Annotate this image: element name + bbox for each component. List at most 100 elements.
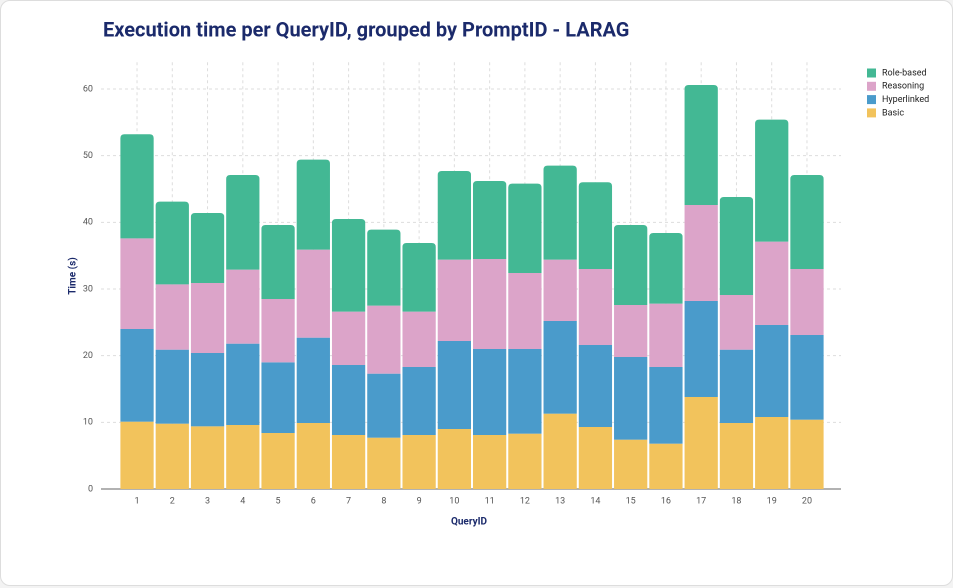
bar-segment (402, 311, 436, 367)
bar-segment (331, 218, 366, 312)
bar-segment (684, 396, 718, 489)
bar-segment (473, 258, 507, 349)
y-tick-label: 10 (83, 418, 93, 428)
bar-segment (543, 320, 577, 414)
bar-segment (649, 232, 683, 304)
bar-segment (508, 433, 542, 489)
bar-segment (684, 84, 718, 205)
bar-segment (437, 170, 471, 260)
chart-title: Execution time per QueryID, grouped by P… (103, 17, 629, 41)
bar-segment (120, 421, 154, 489)
bar-segment (649, 443, 683, 489)
bar-segment (331, 311, 366, 365)
bar-segment (226, 424, 260, 489)
legend-swatch (867, 81, 876, 91)
bar-segment (296, 337, 330, 423)
y-tick-label: 60 (83, 84, 93, 94)
legend-label: Role-based (882, 68, 927, 78)
bar-segment (437, 259, 471, 341)
bar-segment (790, 419, 824, 489)
legend-swatch (867, 68, 876, 78)
y-axis-title: Time (s) (67, 257, 79, 295)
x-axis-title: QueryID (451, 517, 488, 528)
y-tick-label: 20 (83, 351, 93, 361)
bar-segment (155, 201, 189, 285)
bar-segment (719, 349, 754, 423)
bar-segment (190, 352, 225, 427)
bar-segment (684, 300, 718, 397)
bar-segment (719, 422, 754, 489)
y-tick-label: 0 (88, 484, 93, 494)
bar-segment (261, 432, 295, 489)
bar-segment (543, 259, 577, 321)
y-tick-label: 40 (83, 218, 93, 228)
bar-segment (437, 428, 471, 489)
legend-label: Basic (882, 108, 904, 118)
bar-segment (261, 298, 295, 363)
y-tick-label: 50 (83, 151, 93, 161)
x-tick-label: 9 (417, 496, 422, 506)
x-tick-label: 17 (696, 496, 706, 506)
legend-label: Reasoning (882, 82, 924, 92)
bar-segment (331, 364, 366, 435)
bar-segment (543, 165, 577, 260)
bar-segment (578, 344, 613, 427)
x-tick-label: 5 (276, 496, 281, 506)
bar-segment (790, 174, 824, 269)
bar-segment (367, 305, 401, 374)
bar-segment (543, 413, 577, 489)
x-tick-label: 8 (381, 496, 386, 506)
bar-segment (261, 362, 295, 433)
bar-segment (402, 366, 436, 435)
x-tick-label: 13 (555, 496, 565, 506)
bar-segment (296, 422, 330, 489)
legend-label: Hyperlinked (882, 95, 929, 105)
y-tick-label: 30 (83, 284, 93, 294)
bar-segment (367, 437, 401, 489)
bar-segment (437, 340, 471, 429)
x-tick-label: 16 (661, 496, 671, 506)
bar-segment (155, 423, 189, 489)
x-tick-label: 15 (626, 496, 636, 506)
x-tick-label: 10 (449, 496, 459, 506)
bar-segment (120, 328, 154, 422)
x-tick-label: 20 (802, 496, 812, 506)
x-tick-label: 18 (731, 496, 741, 506)
bar-segment (296, 249, 330, 338)
bar-segment (614, 304, 648, 357)
bar-segment (190, 212, 225, 283)
bar-segment (155, 349, 189, 424)
x-tick-label: 1 (134, 496, 139, 506)
bar-segment (719, 196, 754, 295)
bar-segment (649, 303, 683, 367)
bar-segment (614, 439, 648, 489)
bar-segment (755, 416, 789, 489)
bar-segment (578, 426, 613, 489)
bar-segment (296, 159, 330, 250)
x-tick-label: 19 (767, 496, 777, 506)
bar-segment (473, 348, 507, 435)
bar-segment (473, 180, 507, 259)
bar-segment (473, 434, 507, 489)
bar-segment (190, 426, 225, 489)
bar-segment (120, 134, 154, 239)
x-tick-label: 14 (590, 496, 600, 506)
x-tick-label: 2 (170, 496, 175, 506)
bar-segment (649, 366, 683, 444)
x-tick-label: 11 (485, 496, 495, 506)
bar-segment (719, 294, 754, 350)
bar-segment (367, 229, 401, 306)
bar-segment (226, 343, 260, 425)
x-tick-label: 12 (520, 496, 530, 506)
bar-segment (402, 242, 436, 312)
legend-swatch (867, 108, 876, 118)
bar-segment (508, 272, 542, 349)
bar-segment (614, 356, 648, 440)
bar-segment (790, 334, 824, 420)
x-tick-label: 3 (205, 496, 210, 506)
bar-segment (790, 268, 824, 335)
bar-segment (120, 238, 154, 329)
bar-segment (331, 434, 366, 489)
